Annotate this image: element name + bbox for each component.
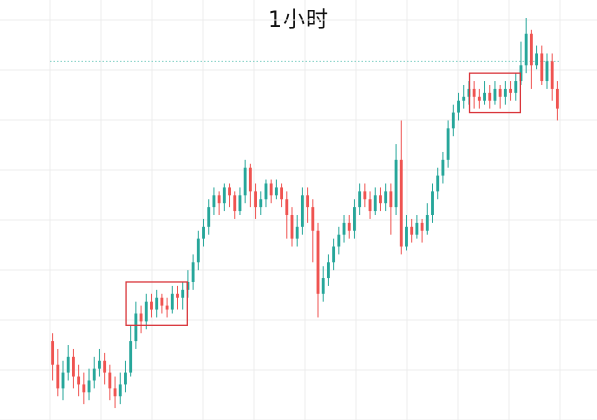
candle-body-down: [498, 88, 502, 97]
candle-body-up: [337, 234, 341, 247]
candle-body-up: [295, 226, 299, 239]
candle-body-up: [394, 159, 398, 208]
candle-body-up: [545, 61, 549, 82]
candle-body-down: [290, 215, 294, 239]
candle-body-down: [540, 53, 544, 82]
candle-body-up: [462, 96, 466, 101]
candle-body-up: [321, 278, 325, 294]
candle-body-down: [113, 388, 117, 397]
candle-body-up: [446, 128, 450, 160]
candle-body-up: [124, 372, 127, 385]
candle-body-up: [300, 195, 304, 227]
candle-body-up: [155, 297, 159, 310]
candle-body-up: [66, 356, 70, 373]
candle-body-down: [254, 191, 257, 208]
candle-body-down: [311, 207, 315, 231]
candle-body-up: [238, 195, 242, 212]
candle-body-down: [82, 384, 86, 393]
highlight-box-left: [125, 281, 188, 326]
candle-body-down: [103, 360, 107, 373]
candle-body-up: [87, 380, 91, 393]
candle-body-up: [353, 207, 356, 231]
candle-body-down: [233, 195, 237, 212]
candle-body-up: [196, 238, 200, 263]
candle-body-down: [176, 293, 179, 298]
candle-body-down: [108, 372, 112, 389]
candle-body-down: [477, 96, 481, 101]
candle-body-up: [358, 191, 362, 208]
candle-body-up: [98, 360, 101, 369]
candle-body-down: [399, 159, 403, 247]
candle-body-down: [316, 230, 320, 294]
candle-body-down: [472, 88, 476, 97]
candle-body-up: [493, 88, 497, 101]
candle-body-down: [228, 187, 231, 196]
candle-body-down: [363, 191, 367, 200]
candle-body-up: [212, 195, 216, 208]
candle-body-down: [420, 222, 424, 231]
candle-body-down: [77, 376, 81, 385]
candle-body-down: [555, 88, 559, 109]
candle-body-down: [165, 305, 169, 310]
candle-body-down: [217, 195, 221, 204]
candle-body-up: [436, 175, 440, 192]
candle-body-down: [51, 341, 55, 365]
candle-body-up: [405, 226, 408, 247]
candle-body-down: [389, 191, 393, 208]
candle-body-up: [415, 222, 419, 235]
candle-body-up: [326, 262, 330, 279]
candle-body-up: [259, 199, 263, 208]
candle-body-up: [129, 341, 133, 373]
candle-body-up: [243, 167, 247, 196]
candle-body-up: [524, 33, 528, 66]
candle-body-up: [384, 191, 388, 204]
candle-body-down: [248, 167, 252, 192]
candle-body-up: [61, 372, 65, 389]
candle-body-down: [280, 187, 284, 200]
candle-body-up: [373, 195, 377, 212]
candle-body-up: [431, 191, 434, 215]
candle-body-down: [139, 313, 143, 322]
candle-body-up: [274, 187, 278, 196]
candle-body-up: [202, 226, 205, 239]
candle-body-up: [144, 301, 148, 322]
highlight-box-right: [468, 72, 522, 114]
candle-body-down: [488, 92, 492, 101]
candle-body-down: [269, 183, 273, 196]
candle-body-down: [150, 301, 153, 310]
candle-body-up: [441, 159, 445, 176]
candle-body-up: [425, 215, 429, 231]
candle-body-up: [170, 293, 174, 310]
candle-body-up: [535, 53, 539, 66]
candle-body-down: [347, 222, 351, 231]
candle-body-down: [379, 195, 382, 204]
candle-body-down: [410, 226, 414, 235]
candle-body-up: [207, 207, 211, 227]
candle-body-up: [342, 222, 346, 235]
candle-body-up: [134, 313, 138, 342]
candle-body-up: [181, 289, 185, 298]
candle-body-down: [56, 364, 60, 389]
candle-body-up: [514, 81, 518, 93]
candle-body-up: [222, 187, 226, 204]
candle-body-up: [503, 88, 507, 97]
candle-body-up: [191, 262, 195, 282]
candle-body-up: [457, 100, 460, 113]
candle-body-down: [509, 88, 512, 93]
candle-body-up: [483, 92, 486, 101]
candle-body-down: [529, 33, 533, 66]
candle-body-up: [118, 384, 122, 397]
candle-body-down: [306, 195, 310, 208]
candle-body-down: [160, 297, 164, 306]
candle-body-down: [71, 356, 75, 377]
candle-body-up: [332, 246, 336, 263]
candle-body-down: [550, 61, 554, 89]
candle-body-up: [92, 368, 96, 381]
candle-body-down: [368, 199, 372, 212]
candle-body-up: [264, 183, 268, 200]
candle-body-down: [285, 199, 289, 215]
candle-body-up: [451, 112, 455, 129]
